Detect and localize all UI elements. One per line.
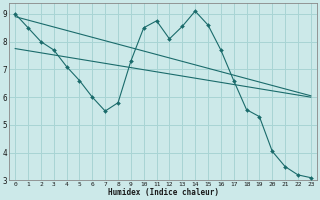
X-axis label: Humidex (Indice chaleur): Humidex (Indice chaleur) — [108, 188, 219, 197]
